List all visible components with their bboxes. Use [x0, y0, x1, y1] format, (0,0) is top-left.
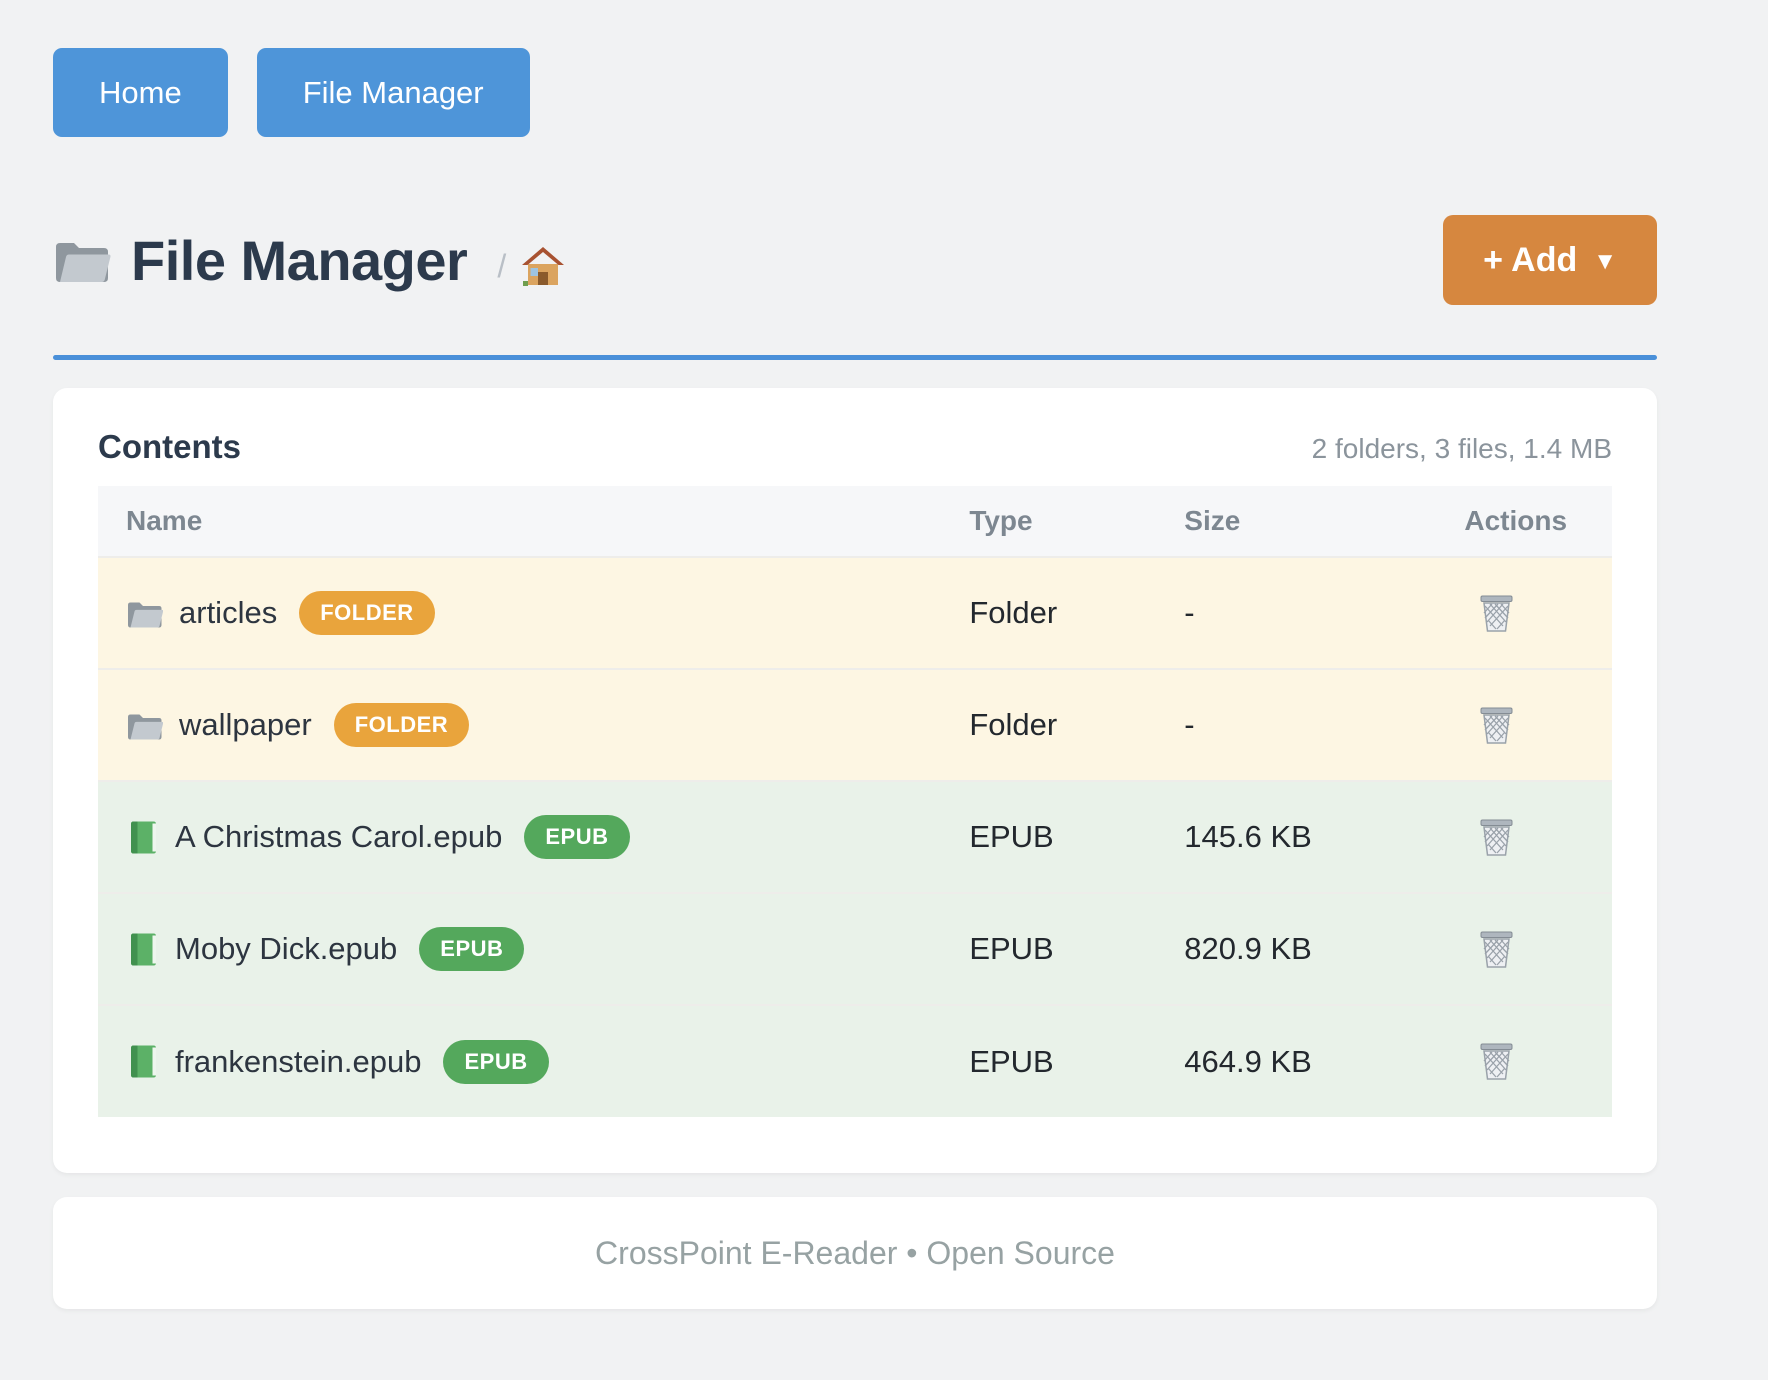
breadcrumb: /: [497, 245, 565, 287]
file-size: 820.9 KB: [1156, 892, 1437, 1005]
table-row: Moby Dick.epub EPUB EPUB 820.9 KB: [98, 892, 1612, 1005]
contents-card: Contents 2 folders, 3 files, 1.4 MB Name…: [53, 388, 1657, 1173]
folder-icon: [126, 598, 163, 629]
contents-card-header: Contents 2 folders, 3 files, 1.4 MB: [98, 428, 1612, 466]
file-name[interactable]: frankenstein.epub: [175, 1043, 422, 1079]
column-header-name: Name: [98, 486, 942, 557]
name-cell: A Christmas Carol.epub EPUB: [126, 815, 941, 859]
file-type: EPUB: [941, 780, 1157, 893]
contents-heading: Contents: [98, 428, 241, 465]
green-book-icon: [126, 820, 159, 855]
contents-summary: 2 folders, 3 files, 1.4 MB: [1311, 433, 1612, 464]
header-divider: [53, 355, 1657, 360]
title-group: File Manager /: [53, 228, 565, 293]
name-cell: frankenstein.epub EPUB: [126, 1039, 941, 1084]
name-cell: wallpaper FOLDER: [126, 703, 941, 747]
trash-icon[interactable]: [1478, 593, 1515, 634]
file-size: 145.6 KB: [1156, 780, 1437, 893]
file-name[interactable]: Moby Dick.epub: [175, 931, 398, 966]
footer-text: CrossPoint E-Reader • Open Source: [595, 1234, 1115, 1271]
file-type: EPUB: [941, 892, 1157, 1005]
file-table: Name Type Size Actions: [98, 486, 1612, 1117]
folder-icon: [53, 236, 111, 284]
type-badge: EPUB: [419, 927, 525, 971]
page-header: File Manager / + Add ▼: [53, 197, 1657, 323]
file-name[interactable]: articles: [179, 595, 278, 630]
column-header-type: Type: [941, 486, 1157, 557]
type-badge: EPUB: [443, 1039, 549, 1084]
table-row: frankenstein.epub EPUB EPUB 464.9 KB: [98, 1004, 1612, 1117]
file-size: -: [1156, 556, 1437, 669]
file-table-head: Name Type Size Actions: [98, 486, 1612, 557]
file-table-body: articles FOLDER Folder -: [98, 556, 1612, 1117]
type-badge: FOLDER: [333, 703, 470, 747]
column-header-actions: Actions: [1436, 486, 1612, 557]
type-badge: FOLDER: [299, 591, 435, 635]
add-button[interactable]: + Add ▼: [1443, 215, 1657, 305]
page-container: Home File Manager File Manager /: [53, 48, 1657, 1309]
caret-down-icon: ▼: [1593, 248, 1617, 275]
trash-icon[interactable]: [1478, 1041, 1515, 1082]
green-book-icon: [126, 1044, 159, 1079]
nav-button-file-manager[interactable]: File Manager: [256, 48, 530, 137]
file-type: Folder: [941, 556, 1157, 669]
add-button-label: + Add: [1483, 240, 1578, 279]
file-size: -: [1156, 668, 1437, 781]
column-header-size: Size: [1156, 486, 1437, 557]
file-size: 464.9 KB: [1156, 1004, 1437, 1117]
page-title: File Manager: [131, 228, 468, 292]
folder-icon: [126, 710, 163, 741]
trash-icon[interactable]: [1478, 929, 1515, 970]
name-cell: articles FOLDER: [126, 591, 941, 635]
house-icon[interactable]: [521, 245, 565, 287]
table-row: wallpaper FOLDER Folder -: [98, 668, 1612, 781]
file-name[interactable]: A Christmas Carol.epub: [175, 819, 503, 854]
top-nav: Home File Manager: [53, 48, 1657, 137]
green-book-icon: [126, 932, 159, 967]
nav-button-home[interactable]: Home: [53, 48, 228, 137]
name-cell: Moby Dick.epub EPUB: [126, 927, 941, 971]
file-type: Folder: [941, 668, 1157, 781]
trash-icon[interactable]: [1478, 817, 1515, 858]
type-badge: EPUB: [524, 815, 630, 859]
file-name[interactable]: wallpaper: [179, 707, 312, 742]
footer: CrossPoint E-Reader • Open Source: [53, 1197, 1657, 1309]
table-row: A Christmas Carol.epub EPUB EPUB 145.6 K…: [98, 780, 1612, 893]
table-row: articles FOLDER Folder -: [98, 556, 1612, 669]
file-type: EPUB: [941, 1004, 1157, 1117]
breadcrumb-separator: /: [497, 247, 507, 284]
trash-icon[interactable]: [1478, 705, 1515, 746]
